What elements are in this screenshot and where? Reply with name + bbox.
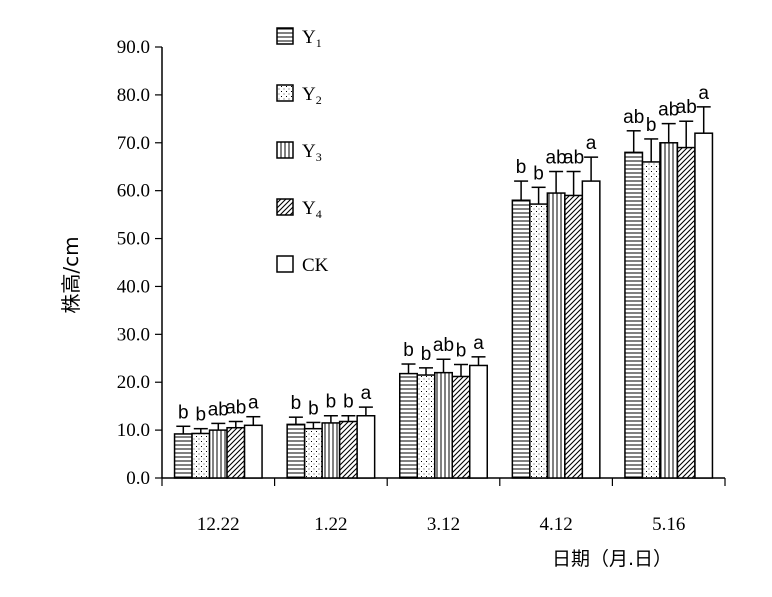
significance-letter: b <box>421 344 432 365</box>
significance-letter: b <box>403 340 414 361</box>
significance-letter: ab <box>208 399 229 420</box>
legend-label-main: Y <box>302 198 316 219</box>
x-tick-label: 5.16 <box>652 514 685 535</box>
significance-letter: b <box>533 163 544 184</box>
bar-Y1-12.22 <box>173 433 193 479</box>
significance-letter: ab <box>433 335 454 356</box>
legend-label-Y3: Y3 <box>302 141 322 164</box>
legend-label-main: CK <box>302 255 329 276</box>
significance-letter: ab <box>563 148 584 169</box>
bar-Y4-4.12 <box>564 194 584 479</box>
legend-swatch-Y3 <box>276 141 294 159</box>
bar-Y4-1.22 <box>338 420 358 479</box>
x-tick-label: 3.12 <box>427 514 460 535</box>
bar-Y1-4.12 <box>511 199 531 479</box>
legend-label-subscript: 1 <box>316 36 322 50</box>
significance-letter: ab <box>623 107 644 128</box>
significance-letter: a <box>248 393 259 414</box>
significance-letter: ab <box>676 97 697 118</box>
legend-swatch-Y2 <box>276 84 294 102</box>
legend-label-main: Y <box>302 141 316 162</box>
significance-letter: b <box>516 157 527 178</box>
y-axis-label: 株高/cm <box>59 236 83 313</box>
bar-CK-4.12 <box>581 180 601 479</box>
bar-Y1-1.22 <box>286 423 306 479</box>
significance-letter: ab <box>658 100 679 121</box>
bar-Y3-4.12 <box>546 192 566 479</box>
axes: 株高/cm 日期（月.日） 0.0 10.0 20.0 30.0 40.0 50.0 60.… <box>59 37 726 570</box>
significance-letter: b <box>308 398 319 419</box>
y-tick-label: 80.0 <box>117 85 150 106</box>
significance-letter: ab <box>546 148 567 169</box>
significance-letter: b <box>291 393 302 414</box>
y-tick-label: 10.0 <box>117 420 150 441</box>
x-axis-label: 日期（月.日） <box>552 548 672 570</box>
legend-swatch-Y1 <box>276 27 294 45</box>
y-tick-label: 40.0 <box>117 276 150 297</box>
bar-Y3-5.16 <box>659 142 679 479</box>
bar-Y4-12.22 <box>226 426 246 479</box>
bar-Y3-12.22 <box>208 429 228 479</box>
significance-letter: b <box>178 402 189 423</box>
y-tick-label: 30.0 <box>117 324 150 345</box>
legend-label-subscript: 2 <box>316 93 322 107</box>
y-tick-label: 60.0 <box>117 181 150 202</box>
bar-Y1-5.16 <box>624 151 644 479</box>
bar-Y2-4.12 <box>529 203 549 479</box>
significance-letter: b <box>196 405 207 426</box>
y-tick-label: 50.0 <box>117 229 150 250</box>
bar-Y4-5.16 <box>676 146 696 479</box>
legend-label-subscript: 3 <box>316 150 322 164</box>
significance-letter: b <box>646 115 657 136</box>
legend-label-Y1: Y1 <box>302 27 322 50</box>
legend-label-main: Y <box>302 84 316 105</box>
significance-letter: a <box>698 83 709 104</box>
bar-Y3-3.12 <box>434 371 453 479</box>
bar-Y2-1.22 <box>303 427 323 479</box>
y-tick-label: 20.0 <box>117 372 150 393</box>
x-tick-label: 4.12 <box>539 514 572 535</box>
bar-Y2-12.22 <box>191 432 211 479</box>
significance-letter: b <box>343 392 354 413</box>
legend-label-subscript: 4 <box>316 207 322 221</box>
bar-Y2-5.16 <box>641 161 661 479</box>
bar-Y3-1.22 <box>321 422 341 479</box>
bar-Y1-3.12 <box>399 372 418 479</box>
legend-label-Y2: Y2 <box>302 84 322 107</box>
x-tick-label: 12.22 <box>197 514 240 535</box>
bar-CK-5.16 <box>694 132 714 479</box>
y-tick-label: 0.0 <box>126 468 150 489</box>
bar-Y4-3.12 <box>451 375 471 479</box>
legend-label-CK: CK <box>302 255 329 276</box>
x-tick-label: 1.22 <box>314 514 347 535</box>
legend-swatch-CK <box>276 255 294 273</box>
legend-label-main: Y <box>302 27 316 48</box>
y-tick-label: 70.0 <box>117 133 150 154</box>
significance-letter: a <box>473 333 484 354</box>
legend-label-Y4: Y4 <box>302 198 322 221</box>
bar-CK-12.22 <box>243 424 263 479</box>
bar-CK-1.22 <box>356 414 376 479</box>
significance-letter: b <box>456 341 467 362</box>
bar-Y2-3.12 <box>416 374 436 479</box>
y-tick-label: 90.0 <box>117 37 150 58</box>
legend-swatch-Y4 <box>276 198 294 216</box>
significance-letter: b <box>326 392 337 413</box>
significance-letter: a <box>361 383 372 404</box>
significance-letter: ab <box>225 397 246 418</box>
significance-letter: a <box>586 133 597 154</box>
bar-CK-3.12 <box>469 364 488 479</box>
